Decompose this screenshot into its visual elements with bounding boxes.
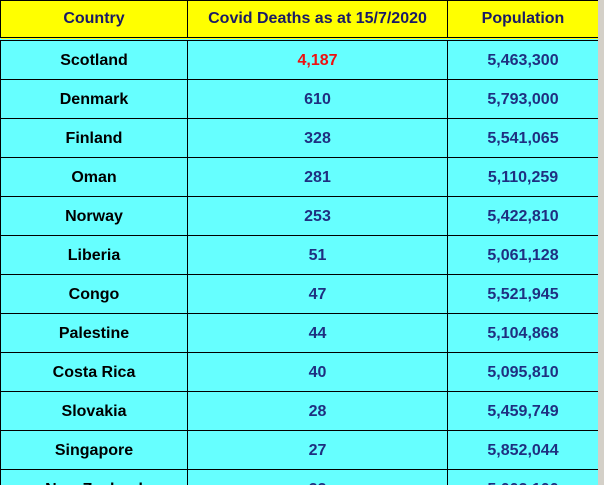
table-row: New Zealand225,002,100 xyxy=(0,469,598,485)
table-row: Congo 47 5,521,945 xyxy=(0,274,598,314)
table-cell: 5,061,128 xyxy=(447,235,598,275)
table-cell: Costa Rica xyxy=(0,352,188,392)
table-cell: 5,793,000 xyxy=(447,79,598,119)
table-cell: Denmark xyxy=(0,79,188,119)
table-cell: Scotland xyxy=(0,38,188,80)
table-cell: Palestine xyxy=(0,313,188,353)
table-cell: Oman xyxy=(0,157,188,197)
table-cell: Congo xyxy=(0,274,188,314)
table-cell: 5,463,300 xyxy=(447,38,598,80)
table-cell: 5,110,259 xyxy=(447,157,598,197)
table-cell: 22 xyxy=(187,469,448,485)
table-cell: 5,521,945 xyxy=(447,274,598,314)
header-row: Country Covid Deaths as at 15/7/2020 Pop… xyxy=(0,0,598,41)
table-cell: 5,541,065 xyxy=(447,118,598,158)
table-cell: 5,002,100 xyxy=(447,469,598,485)
table-row: Costa Rica 40 5,095,810 xyxy=(0,352,598,392)
table-cell: 28 xyxy=(187,391,448,431)
header-cell: Country xyxy=(0,0,188,41)
header-cell: Population xyxy=(447,0,598,41)
table-cell: 27 xyxy=(187,430,448,470)
table-cell: 44 xyxy=(187,313,448,353)
table-cell: Norway xyxy=(0,196,188,236)
table-cell: Singapore xyxy=(0,430,188,470)
table-cell: 51 xyxy=(187,235,448,275)
table-row: Liberia 51 5,061,128 xyxy=(0,235,598,275)
table-cell: 328 xyxy=(187,118,448,158)
table-body: Scotland 4,187 5,463,300 Denmark 610 5,793,00… xyxy=(0,38,598,485)
table-cell: 610 xyxy=(187,79,448,119)
table-cell: 5,422,810 xyxy=(447,196,598,236)
table-cell: Slovakia xyxy=(0,391,188,431)
table-cell: 5,459,749 xyxy=(447,391,598,431)
table-row: Denmark 610 5,793,000 xyxy=(0,79,598,119)
table-cell: 253 xyxy=(187,196,448,236)
table-cell: 40 xyxy=(187,352,448,392)
table-cell: New Zealand xyxy=(0,469,188,485)
table-cell: Liberia xyxy=(0,235,188,275)
table-row: Slovakia 28 5,459,749 xyxy=(0,391,598,431)
table-row: Singapore 27 5,852,044 xyxy=(0,430,598,470)
table-row: Scotland 4,187 5,463,300 xyxy=(0,38,598,80)
header-cell: Covid Deaths as at 15/7/2020 xyxy=(187,0,448,41)
table-cell: 5,104,868 xyxy=(447,313,598,353)
table-header: Country Covid Deaths as at 15/7/2020 Pop… xyxy=(0,0,598,41)
table-cell: 47 xyxy=(187,274,448,314)
table-cell: 4,187 xyxy=(187,38,448,80)
table-cell: 281 xyxy=(187,157,448,197)
table-row: Oman 281 5,110,259 xyxy=(0,157,598,197)
table-cell: 5,852,044 xyxy=(447,430,598,470)
table-row: Finland 328 5,541,065 xyxy=(0,118,598,158)
table-row: Palestine 44 5,104,868 xyxy=(0,313,598,353)
table-row: Norway 253 5,422,810 xyxy=(0,196,598,236)
table-cell: Finland xyxy=(0,118,188,158)
table-cell: 5,095,810 xyxy=(447,352,598,392)
